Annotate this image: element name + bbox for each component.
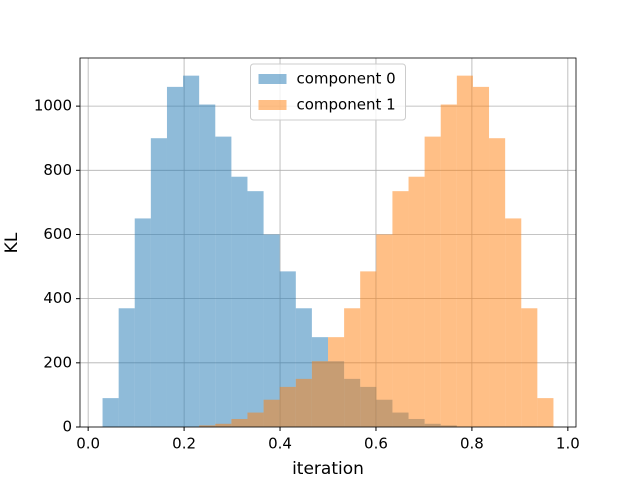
bar (215, 136, 232, 427)
bar (199, 104, 216, 427)
bar (247, 191, 264, 427)
x-tick-label: 1.0 (556, 435, 580, 453)
legend-label: component 0 (297, 70, 396, 88)
bar (392, 191, 409, 427)
x-tick-label: 0.0 (76, 435, 100, 453)
bar (456, 75, 473, 427)
bar (199, 425, 216, 427)
y-tick-label: 800 (43, 161, 72, 179)
bar (328, 337, 345, 427)
y-axis-label: KL (2, 232, 22, 253)
legend-frame (250, 63, 406, 121)
legend-swatch (258, 100, 287, 110)
legend: component 0 component 1 (250, 63, 406, 121)
bar (263, 234, 280, 427)
bar (279, 386, 296, 427)
bar (263, 399, 280, 427)
y-tick-label: 200 (43, 353, 72, 371)
bar (489, 138, 506, 427)
bar (150, 138, 167, 427)
bar (472, 86, 490, 427)
bar (134, 218, 151, 427)
bar (360, 271, 377, 427)
bar (166, 86, 184, 427)
y-tick-label: 400 (43, 289, 72, 307)
bar (344, 308, 361, 427)
y-tick-label: 0 (62, 418, 72, 436)
bar (118, 308, 135, 427)
x-tick-label: 0.4 (268, 435, 292, 453)
y-tick-label: 1000 (34, 97, 72, 115)
bar (424, 136, 441, 427)
bar (295, 378, 312, 427)
bar (215, 423, 232, 427)
x-axis-label: iteration (292, 459, 364, 479)
bar (521, 308, 538, 427)
bar (376, 234, 393, 427)
bar (102, 398, 119, 427)
bar (247, 412, 264, 427)
x-tick-label: 0.6 (364, 435, 388, 453)
bar (505, 218, 522, 427)
bar (231, 176, 248, 427)
bar (183, 75, 200, 427)
x-tick-label: 0.8 (460, 435, 484, 453)
y-tick-label: 600 (43, 225, 72, 243)
x-tick-label: 0.2 (172, 435, 196, 453)
plot-frame (79, 57, 577, 428)
legend-swatch (258, 74, 287, 84)
bar (231, 418, 248, 427)
bar (440, 104, 457, 427)
bar (537, 398, 554, 427)
bar (408, 176, 425, 427)
bar (311, 361, 328, 427)
legend-label: component 1 (297, 96, 396, 114)
